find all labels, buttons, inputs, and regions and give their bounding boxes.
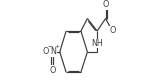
Text: O: O [43,47,49,56]
Text: +: + [54,44,60,49]
Text: −: − [48,44,53,49]
Text: NH: NH [91,39,103,48]
Text: O: O [50,66,56,75]
Text: O: O [109,26,115,35]
Text: O: O [102,0,109,9]
Text: N: N [50,47,56,56]
